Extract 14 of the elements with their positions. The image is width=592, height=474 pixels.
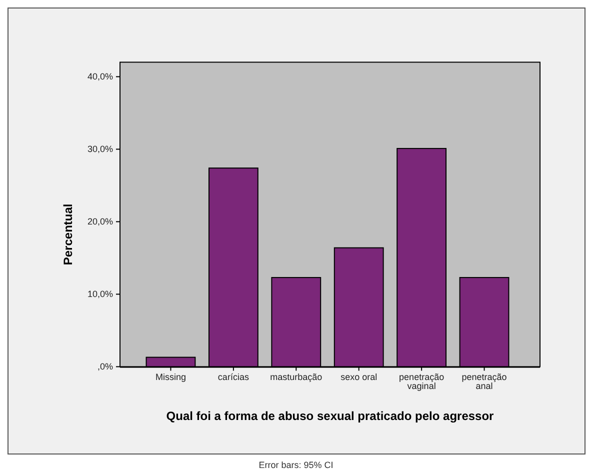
y-axis-title: Percentual (61, 204, 75, 266)
y-tick-label: 20,0% (87, 216, 113, 227)
x-tick-label: masturbação (270, 372, 322, 382)
y-tick-label: 40,0% (87, 72, 113, 82)
y-tick-label: 30,0% (87, 144, 113, 154)
x-tick-label: Missing (155, 372, 186, 382)
x-axis-title: Qual foi a forma de abuso sexual praticado pelo agressor (166, 409, 494, 423)
x-tick-label: carícias (218, 372, 250, 382)
text: Error bars: 95% CI (258, 460, 334, 470)
y-tick-label: ,0% (97, 362, 113, 372)
x-tick-label: penetração anal (462, 372, 507, 392)
x-tick-label: sexo oral (340, 372, 378, 382)
y-tick-label: 10,0% (87, 289, 113, 300)
x-tick-label: penetração vaginal (399, 372, 444, 392)
